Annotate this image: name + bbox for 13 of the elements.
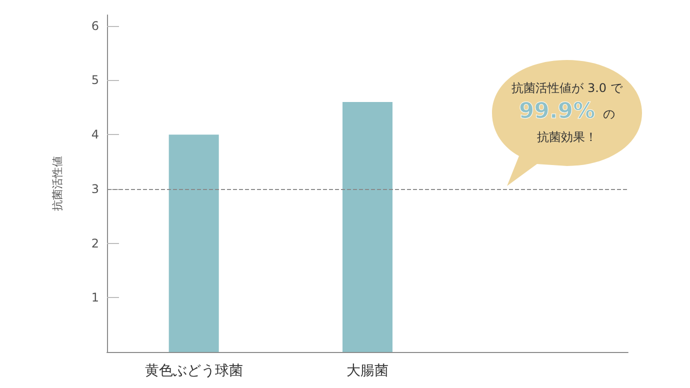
y-tick-label: 5 (91, 73, 99, 88)
annotation: 抗菌活性値が 3.0 で (510, 80, 624, 97)
y-tick-label: 6 (91, 18, 99, 33)
y-tick-label: 2 (91, 236, 99, 250)
x-tick-label: 黄色ぶどう球菌 (144, 363, 243, 379)
y-axis-title: 抗菌活性値 (51, 156, 64, 211)
annotation: 抗菌効果！ (536, 129, 598, 146)
y-tick-label: 3 (91, 182, 99, 196)
x-tick-label: 大腸菌 (346, 363, 388, 379)
annotation: 99.9% (518, 99, 596, 124)
annotation: の (603, 107, 616, 121)
y-tick-label: 1 (91, 290, 99, 305)
y-tick-label: 4 (91, 128, 99, 142)
